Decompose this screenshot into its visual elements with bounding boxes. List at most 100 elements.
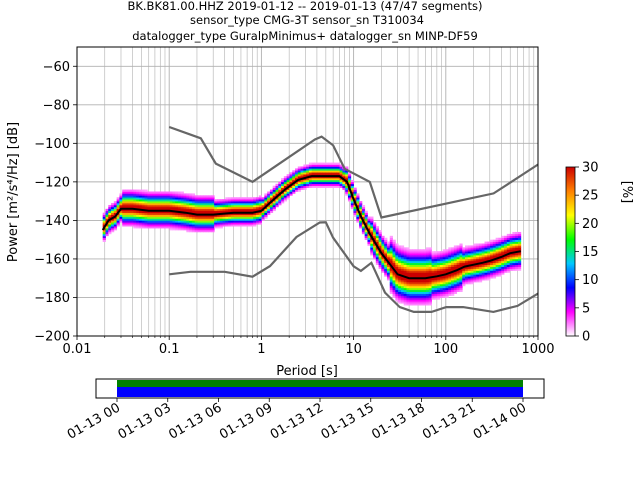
psd-cell [417, 264, 421, 267]
psd-cell [406, 257, 410, 260]
psd-cell [264, 199, 268, 202]
psd-cell [328, 185, 332, 188]
psd-cell [448, 293, 452, 296]
psd-cell [414, 257, 419, 260]
psd-cell [473, 243, 477, 246]
psd-cell [334, 170, 338, 173]
psd-cell [412, 262, 416, 266]
psd-cell [406, 253, 410, 256]
psd-cell [423, 255, 427, 258]
psd-cell [359, 218, 363, 221]
psd-cell [428, 257, 432, 260]
psd-cell [409, 268, 413, 271]
psd-cell [133, 204, 137, 208]
psd-cell [431, 268, 435, 271]
psd-cell [253, 204, 257, 208]
psd-cell [186, 230, 190, 233]
psd-cell [197, 199, 201, 202]
psd-cell [478, 249, 483, 252]
psd-cell [367, 224, 371, 227]
psd-cell [420, 303, 424, 306]
psd-cell [130, 204, 134, 208]
psd-cell [289, 176, 293, 179]
psd-cell [400, 293, 405, 296]
psd-cell [395, 260, 399, 264]
psd-cell [230, 203, 235, 206]
psd-cell [236, 224, 240, 227]
psd-cell [203, 204, 207, 208]
psd-cell [406, 280, 410, 283]
psd-cell [133, 195, 137, 198]
psd-cell [403, 262, 407, 266]
psd-cell [406, 293, 410, 296]
psd-cell [487, 249, 491, 252]
psd-cell [492, 270, 497, 273]
psd-cell [373, 222, 377, 225]
psd-cell [506, 270, 511, 273]
psd-cell [431, 266, 435, 269]
psd-cell [191, 201, 196, 204]
psd-cell [476, 257, 480, 260]
psd-cell [300, 179, 304, 183]
psd-cell [203, 230, 207, 233]
psd-cell [325, 178, 329, 181]
psd-cell [373, 237, 377, 240]
psd-cell [133, 203, 137, 206]
psd-cell [428, 297, 432, 300]
psd-cell [320, 176, 324, 179]
psd-cell [428, 268, 432, 271]
psd-cell [395, 253, 399, 256]
psd-cell [133, 222, 137, 225]
psd-cell [509, 260, 513, 264]
psd-cell [478, 274, 483, 277]
psd-cell [233, 220, 237, 223]
psd-cell [105, 218, 109, 221]
psd-cell [175, 218, 179, 221]
psd-cell [225, 199, 229, 202]
psd-cell [144, 189, 148, 192]
psd-cell [498, 262, 502, 266]
psd-cell [242, 212, 246, 215]
psd-cell [197, 197, 201, 200]
psd-cell [417, 299, 421, 302]
psd-cell [517, 241, 522, 244]
psd-cell [317, 172, 321, 175]
psd-cell [403, 301, 407, 304]
psd-cell [122, 216, 126, 219]
psd-cell [442, 251, 446, 254]
psd-cell [225, 201, 229, 204]
timeline-tick-label: 01-13 18 [369, 400, 427, 442]
psd-cell [414, 278, 419, 281]
psd-cell [216, 216, 221, 219]
psd-cell [183, 220, 187, 223]
psd-cell [150, 201, 154, 204]
psd-cell [490, 245, 494, 248]
psd-cell [177, 220, 182, 223]
psd-cell [194, 214, 198, 217]
psd-cell [119, 195, 123, 198]
psd-cell [428, 295, 432, 298]
colorbar-tick-label: 20 [582, 217, 599, 232]
psd-cell [216, 218, 221, 221]
psd-cell [403, 274, 407, 277]
psd-cell [437, 257, 441, 260]
psd-cell [122, 214, 126, 217]
psd-cell [434, 251, 438, 254]
psd-cell [506, 239, 511, 242]
psd-cell [214, 206, 218, 210]
psd-cell [398, 299, 402, 302]
psd-cell [367, 226, 371, 229]
psd-cell [253, 208, 257, 212]
psd-cell [205, 206, 210, 210]
psd-cell [462, 264, 466, 267]
psd-cell [180, 208, 184, 212]
psd-cell [504, 235, 508, 239]
psd-cell [425, 287, 430, 291]
psd-cell [127, 212, 131, 215]
psd-cell [361, 224, 366, 227]
psd-cell [412, 293, 416, 296]
psd-cell [203, 206, 207, 210]
psd-cell [448, 247, 452, 250]
psd-cell [451, 258, 455, 262]
psd-cell [495, 266, 499, 269]
